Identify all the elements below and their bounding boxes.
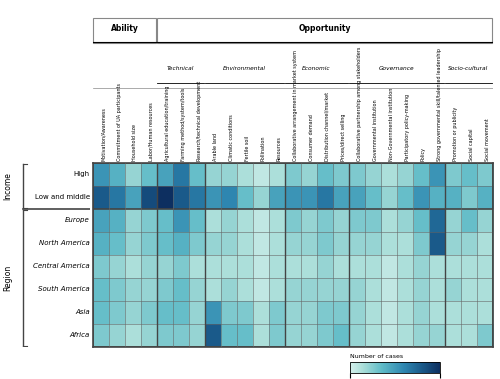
Text: Economic: Economic [302,66,331,71]
Text: Collaborative partnership among stakeholders: Collaborative partnership among stakehol… [356,47,362,161]
Text: High: High [74,171,90,177]
Text: Pollination: Pollination [260,136,266,161]
Text: Resources: Resources [276,136,281,161]
Text: Asia: Asia [76,309,90,315]
Text: Low and middle: Low and middle [35,194,90,200]
Text: North America: North America [39,240,90,246]
Text: Strong governmental skill/talented leadership: Strong governmental skill/talented leade… [436,49,442,161]
Text: Participatory policy-making: Participatory policy-making [404,94,409,161]
Text: Collaborative arrangement in market system: Collaborative arrangement in market syst… [292,50,298,161]
Text: Africa: Africa [70,332,90,338]
Text: Household size: Household size [132,124,138,161]
Text: Prices/direct selling: Prices/direct selling [340,114,345,161]
Text: Farming method/system/tools: Farming method/system/tools [180,88,186,161]
Text: Promotion or publicity: Promotion or publicity [452,107,458,161]
Text: Technical: Technical [167,66,194,71]
Text: Ability: Ability [110,24,138,33]
Text: Consumer demand: Consumer demand [308,114,314,161]
Text: Fertile soil: Fertile soil [244,136,250,161]
Text: Central America: Central America [34,263,90,269]
Text: Social movement: Social movement [484,119,490,161]
Text: Income: Income [3,172,12,200]
Text: Governmental institution: Governmental institution [372,100,378,161]
Text: Agricultural education/training: Agricultural education/training [164,86,170,161]
Text: Policy: Policy [420,147,426,161]
Text: Distribution channel/market: Distribution channel/market [324,92,330,161]
Text: Arable land: Arable land [212,133,218,161]
Text: Governance: Governance [378,66,414,71]
Text: Climatic conditions: Climatic conditions [228,115,234,161]
Text: Number of cases: Number of cases [350,354,403,359]
Text: Socio-cultural: Socio-cultural [448,66,488,71]
Text: Motivation/Awareness: Motivation/Awareness [100,108,105,161]
Text: Social capital: Social capital [468,129,473,161]
Text: Non-Governmental institution: Non-Governmental institution [388,88,394,161]
Text: Commitment of UA participants: Commitment of UA participants [116,83,121,161]
Text: Labor/Human resources: Labor/Human resources [148,103,154,161]
Text: Environmental: Environmental [223,66,266,71]
Text: Europe: Europe [65,218,90,223]
Text: South America: South America [38,287,90,292]
Text: Research/technical development: Research/technical development [196,81,202,161]
Text: Opportunity: Opportunity [298,24,351,33]
Text: Region: Region [3,265,12,291]
